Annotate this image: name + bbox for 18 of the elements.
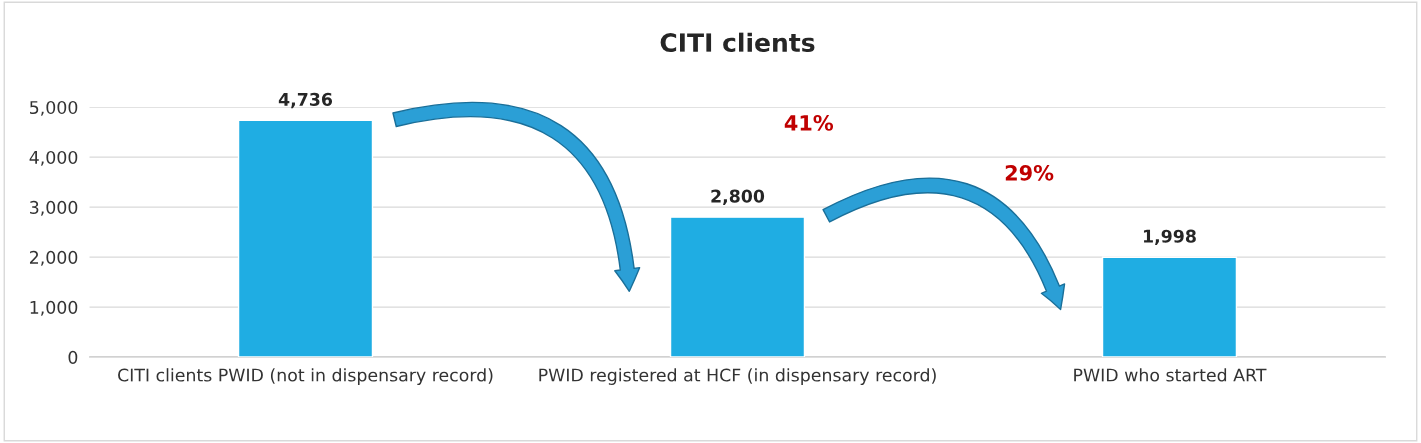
bar xyxy=(237,119,374,358)
x-tick-label: PWID registered at HCF (in dispensary record) xyxy=(539,368,936,385)
data-label: 1,998 xyxy=(1143,229,1196,245)
y-tick-label: 4,000 xyxy=(29,150,78,166)
y-tick-label: 3,000 xyxy=(30,200,78,216)
y-tick-label: 1,000 xyxy=(30,300,78,316)
data-label: 2,800 xyxy=(711,189,765,205)
data-label: 4,736 xyxy=(278,92,333,109)
bar xyxy=(1101,256,1238,358)
y-tick-label: 2,000 xyxy=(29,250,78,266)
bar xyxy=(669,216,806,358)
y-tick-label: 5,000 xyxy=(30,100,78,116)
y-tick-label: 0 xyxy=(68,350,78,364)
annotation: 29% xyxy=(1005,164,1054,181)
x-tick-label: CITI clients PWID (not in dispensary record) xyxy=(118,368,493,385)
annotation: 41% xyxy=(784,114,834,131)
chart-title: CITI clients xyxy=(660,32,815,53)
x-tick-label: PWID who started ART xyxy=(1074,368,1267,382)
